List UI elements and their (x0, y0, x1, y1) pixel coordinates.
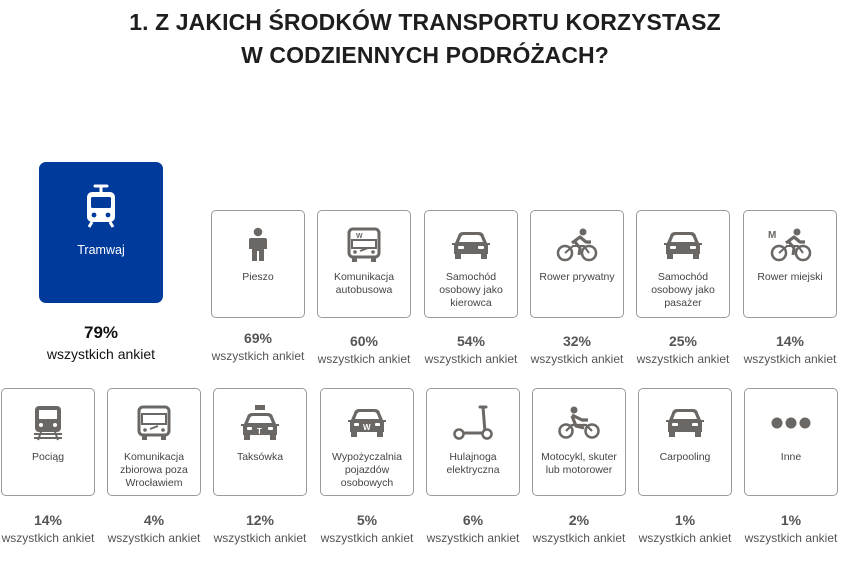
stat-suffix: wszystkich ankiet (638, 531, 732, 545)
card-label: Hulajnoga elektryczna (446, 451, 500, 476)
card-other: Inne (744, 388, 838, 496)
bus-icon (108, 405, 200, 441)
stat-value: 25% (668, 333, 698, 349)
stat-suffix: wszystkich ankiet (317, 352, 411, 366)
car-icon (637, 227, 729, 263)
stat-suffix: wszystkich ankiet (211, 349, 305, 363)
card-e-scooter: Hulajnoga elektryczna (426, 388, 520, 496)
stat-tram: 79% wszystkich ankiet (24, 322, 178, 363)
stat-e-scooter: 6% wszystkich ankiet (418, 512, 528, 546)
card-label: Samochód osobowy jako pasażer (651, 271, 715, 309)
card-motorcycle: Motocykl, skuter lub motorower (532, 388, 626, 496)
card-label: Carpooling (659, 451, 711, 463)
svg-text:T: T (257, 427, 262, 436)
svg-text:W: W (356, 233, 363, 240)
stat-value: 69% (243, 330, 273, 346)
stat-suffix: wszystkich ankiet (107, 531, 201, 545)
stat-regional-transit: 4% wszystkich ankiet (99, 512, 209, 546)
stat-suffix: wszystkich ankiet (744, 531, 838, 545)
stat-value: 1% (674, 512, 696, 528)
card-label: Pociąg (31, 451, 65, 463)
card-carpooling: Carpooling (638, 388, 732, 496)
more-icon (745, 405, 837, 441)
stat-value: 6% (462, 512, 484, 528)
card-taxi: T Taksówka (213, 388, 307, 496)
card-label: Wypożyczalnia pojazdów osobowych (332, 451, 402, 489)
card-label: Samochód osobowy jako kierowca (439, 271, 503, 309)
card-label: Komunikacja zbiorowa poza Wrocławiem (120, 451, 188, 489)
title-line-2: W CODZIENNYCH PODRÓŻACH? (241, 42, 609, 68)
card-private-bike: Rower prywatny (530, 210, 624, 318)
stat-bus: 60% wszystkich ankiet (309, 333, 419, 367)
tram-icon (39, 184, 163, 228)
taxi-icon: T (214, 405, 306, 441)
stat-private-bike: 32% wszystkich ankiet (522, 333, 632, 367)
stat-value: 60% (349, 333, 379, 349)
stat-suffix: wszystkich ankiet (1, 531, 95, 545)
stat-value: 12% (245, 512, 275, 528)
svg-text:W: W (363, 423, 371, 432)
stat-suffix: wszystkich ankiet (636, 352, 730, 366)
stat-suffix: wszystkich ankiet (743, 352, 837, 366)
stat-carpooling: 1% wszystkich ankiet (630, 512, 740, 546)
stat-suffix: wszystkich ankiet (213, 531, 307, 545)
stat-taxi: 12% wszystkich ankiet (205, 512, 315, 546)
stat-suffix: wszystkich ankiet (424, 352, 518, 366)
stat-other: 1% wszystkich ankiet (736, 512, 846, 546)
card-tram: Tramwaj (39, 162, 163, 303)
stat-suffix: wszystkich ankiet (46, 346, 156, 362)
stat-value: 14% (775, 333, 805, 349)
card-label: Rower prywatny (539, 271, 615, 283)
card-city-bike: M Rower miejski (743, 210, 837, 318)
card-label: Rower miejski (757, 271, 823, 283)
stat-motorcycle: 2% wszystkich ankiet (524, 512, 634, 546)
carpool-icon (639, 405, 731, 441)
card-train: Pociąg (1, 388, 95, 496)
car-icon (425, 227, 517, 263)
stat-car-rental: 5% wszystkich ankiet (312, 512, 422, 546)
card-label: Taksówka (236, 451, 284, 463)
stat-value: 14% (33, 512, 63, 528)
stat-car-passenger: 25% wszystkich ankiet (628, 333, 738, 367)
stat-city-bike: 14% wszystkich ankiet (735, 333, 845, 367)
stat-train: 14% wszystkich ankiet (0, 512, 103, 546)
stat-value: 4% (143, 512, 165, 528)
scooter-icon (427, 405, 519, 441)
stat-value: 79% (83, 323, 119, 342)
page-title: 1. Z JAKICH ŚRODKÓW TRANSPORTU KORZYSTAS… (0, 6, 850, 72)
city-bike-icon: M (744, 227, 836, 263)
stat-value: 32% (562, 333, 592, 349)
stat-suffix: wszystkich ankiet (530, 352, 624, 366)
stat-value: 1% (780, 512, 802, 528)
card-bus: W Komunikacja autobusowa (317, 210, 411, 318)
card-label: Komunikacja autobusowa (333, 271, 395, 296)
stat-car-driver: 54% wszystkich ankiet (416, 333, 526, 367)
stat-pedestrian: 69% wszystkich ankiet (203, 330, 313, 364)
card-pedestrian: Pieszo (211, 210, 305, 318)
card-label: Pieszo (242, 271, 274, 283)
card-label: Inne (780, 451, 802, 463)
stat-suffix: wszystkich ankiet (426, 531, 520, 545)
stat-suffix: wszystkich ankiet (320, 531, 414, 545)
rental-car-icon: W (321, 405, 413, 441)
stat-value: 5% (356, 512, 378, 528)
train-icon (2, 405, 94, 441)
motorcycle-icon (533, 405, 625, 441)
card-car-passenger: Samochód osobowy jako pasażer (636, 210, 730, 318)
card-label: Motocykl, skuter lub motorower (541, 451, 617, 476)
bicycle-icon (531, 227, 623, 263)
svg-text:M: M (768, 230, 776, 241)
card-label: Tramwaj (77, 243, 125, 257)
pedestrian-icon (212, 227, 304, 263)
stat-value: 54% (456, 333, 486, 349)
stat-suffix: wszystkich ankiet (532, 531, 626, 545)
card-regional-transit: Komunikacja zbiorowa poza Wrocławiem (107, 388, 201, 496)
card-car-driver: Samochód osobowy jako kierowca (424, 210, 518, 318)
title-line-1: 1. Z JAKICH ŚRODKÓW TRANSPORTU KORZYSTAS… (129, 9, 721, 35)
card-car-rental: W Wypożyczalnia pojazdów osobowych (320, 388, 414, 496)
stat-value: 2% (568, 512, 590, 528)
bus-icon: W (318, 227, 410, 263)
